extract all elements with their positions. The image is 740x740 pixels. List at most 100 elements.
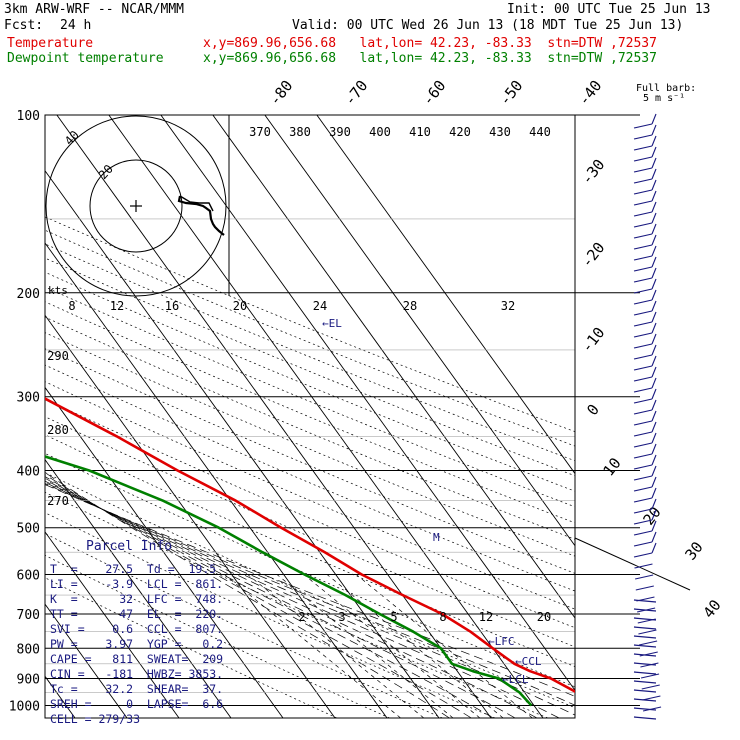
temperature-tick-label: 10 xyxy=(599,454,624,479)
hodograph-trace xyxy=(179,195,214,212)
wind-barbs xyxy=(633,113,662,720)
wind-barb-flag xyxy=(651,542,657,554)
wind-barb-flag xyxy=(651,113,657,125)
wind-barb-flag xyxy=(651,234,657,246)
mixing-ratio-label: 2 xyxy=(298,610,305,624)
wind-barb xyxy=(633,453,653,459)
wind-barb-flag xyxy=(651,179,657,191)
wind-barb-flag xyxy=(651,168,657,180)
dewpoint-location: x,y=869.96,656.68 lat,lon= 42.23, -83.33… xyxy=(203,51,657,66)
wind-barb xyxy=(633,387,653,393)
wind-barb xyxy=(633,541,653,547)
wind-barb xyxy=(633,233,653,239)
wind-barb-flag xyxy=(651,531,657,543)
wind-barb-flag xyxy=(651,267,657,279)
wind-barb xyxy=(633,332,653,338)
wind-barb-flag xyxy=(651,465,657,477)
wind-barb xyxy=(633,409,653,415)
pressure-tick-label: 200 xyxy=(17,287,40,302)
temperature-tick-label: 30 xyxy=(681,538,706,563)
wind-barb xyxy=(633,653,657,657)
wind-barb-flag xyxy=(651,388,657,400)
temperature-tick-label: -20 xyxy=(578,239,609,271)
mixing-ratio-label: 8 xyxy=(439,610,446,624)
plot-border xyxy=(44,114,576,719)
wind-barb xyxy=(633,671,657,675)
wind-barb-flag xyxy=(651,278,657,290)
isotherm-line xyxy=(45,603,128,718)
wind-barb-flag xyxy=(651,399,657,411)
hodograph-ring xyxy=(89,159,183,253)
mixing-ratio-line xyxy=(356,574,533,718)
level-marker-label: ←EL xyxy=(322,317,342,330)
wind-barb xyxy=(633,222,653,228)
wind-barb xyxy=(633,519,653,525)
wind-barb xyxy=(633,608,657,612)
wind-barb-flag xyxy=(651,300,657,312)
wind-barb xyxy=(633,626,657,630)
level-marker-label: M xyxy=(433,531,440,544)
parcel-info-panel: Parcel Info T = 27.5 Td = 19.5 LI = -3.9… xyxy=(46,539,238,735)
wind-barb xyxy=(642,695,661,701)
hodograph-speed-label: 32 xyxy=(501,299,515,313)
pressure-tick-label: 100 xyxy=(17,109,40,124)
temperature-tick-label: -40 xyxy=(575,77,606,109)
wind-barb xyxy=(641,684,660,690)
hodograph-trace xyxy=(177,195,225,236)
moist-adiabat-line xyxy=(45,484,575,697)
wind-barb xyxy=(633,134,653,140)
isotherm-line xyxy=(45,242,388,718)
wind-barb xyxy=(633,530,653,536)
sounding-traces xyxy=(45,397,575,707)
isotherm-line xyxy=(212,115,575,619)
forecast-hours: 24 h xyxy=(60,18,92,33)
wind-barb xyxy=(633,475,653,481)
wind-barb xyxy=(633,376,653,382)
mixing-ratio-line xyxy=(326,574,504,718)
wind-barb-flag xyxy=(651,333,657,345)
temperature-location: x,y=869.96,656.68 lat,lon= 42.23, -83.33… xyxy=(203,36,657,51)
parcel-row: T = 27.5 Td = 19.5 xyxy=(50,562,217,576)
forecast-label: Fcst: xyxy=(4,18,44,33)
temperature-tick-label: -10 xyxy=(578,324,609,356)
wind-barb xyxy=(633,244,653,250)
valid-time: Valid: 00 UTC Wed 26 Jun 13 (18 MDT Tue … xyxy=(292,18,684,33)
isotherm-line xyxy=(45,458,232,718)
isotherm-line xyxy=(45,169,440,718)
mixing-ratio-line xyxy=(247,574,425,718)
level-marker-label: ←LFC xyxy=(488,635,515,648)
wind-barb-flag xyxy=(651,377,657,389)
wind-barb xyxy=(638,629,657,635)
wind-barb xyxy=(633,277,653,283)
wind-barb-flag xyxy=(651,212,657,224)
wind-barb xyxy=(638,640,658,646)
wind-barb-flag xyxy=(651,366,657,378)
wind-barb xyxy=(633,398,653,404)
mixing-ratio-line xyxy=(303,574,481,718)
hodograph-speed-label: 28 xyxy=(403,299,417,313)
hodograph-speed-label: 12 xyxy=(110,299,124,313)
wind-barb-flag xyxy=(651,520,657,532)
theta-label: 440 xyxy=(529,125,551,139)
wind-barb xyxy=(633,707,657,711)
wind-barb xyxy=(633,310,653,316)
wind-barb-flag xyxy=(651,322,657,334)
theta-e-label: 280 xyxy=(47,423,69,437)
wind-barb-flag xyxy=(651,223,657,235)
temperature-trace xyxy=(45,397,575,693)
theta-label: 390 xyxy=(329,125,351,139)
theta-label: 370 xyxy=(249,125,271,139)
parcel-row: CIN = -181 HWBZ= 3853. xyxy=(50,667,224,681)
pressure-tick-label: 300 xyxy=(17,391,40,406)
dewpoint-trace xyxy=(45,455,533,707)
pressure-tick-label: 400 xyxy=(17,465,40,480)
wind-barb-flag xyxy=(651,498,657,510)
wind-barb xyxy=(633,200,653,206)
mixing-ratio-label: 3 xyxy=(338,610,345,624)
isotherm-line xyxy=(316,115,575,475)
wind-barb xyxy=(633,431,653,437)
temperature-tick-label: -80 xyxy=(266,77,297,109)
theta-e-label: 270 xyxy=(47,494,69,508)
wind-barb xyxy=(633,178,653,184)
